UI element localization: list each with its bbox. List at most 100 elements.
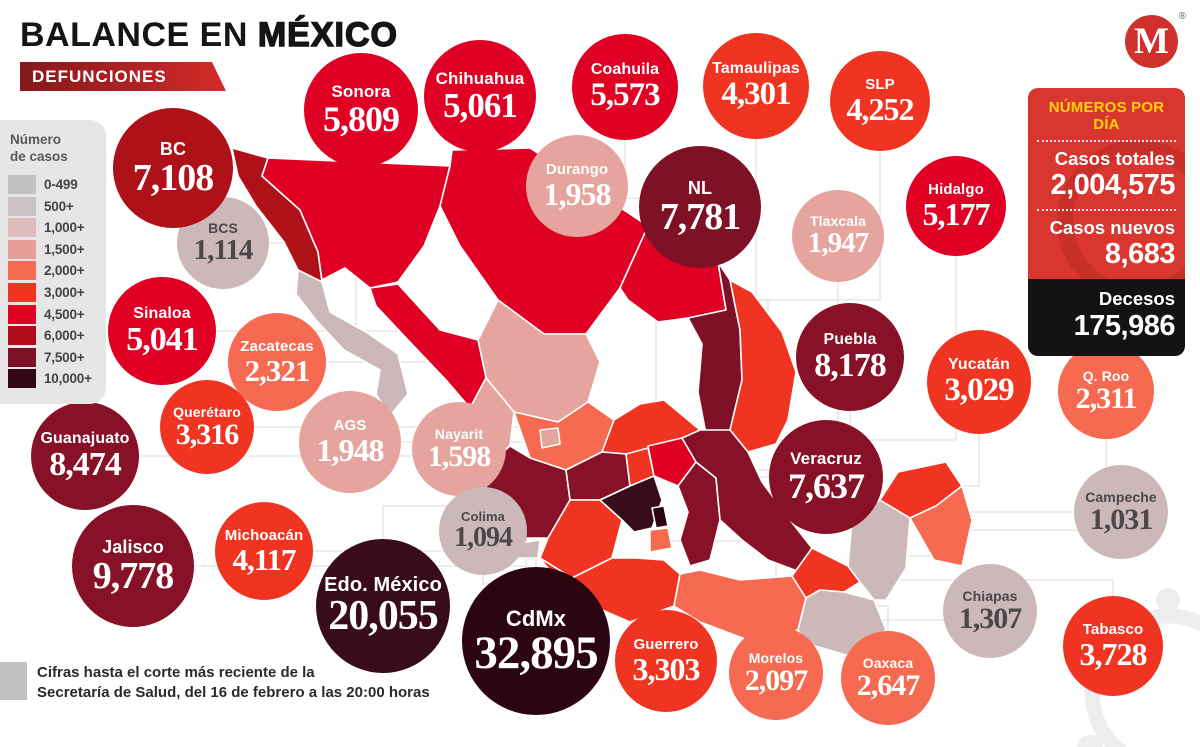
state-name: Tlaxcala (809, 213, 867, 230)
state-name: AGS (333, 417, 367, 435)
state-deaths-value: 5,061 (443, 85, 518, 125)
state-name: Michoacán (224, 526, 304, 544)
legend-swatch (8, 283, 36, 303)
state-deaths-value: 1,094 (454, 522, 513, 554)
daily-row-label: Casos nuevos (1049, 217, 1175, 239)
legend-item: 10,000+ (8, 368, 106, 390)
state-name: Sonora (331, 82, 391, 102)
legend-swatch (8, 175, 36, 195)
state-name: SLP (865, 76, 895, 94)
state-bubble-nl: NL 7,781 (639, 146, 761, 268)
state-bubble-cam: Campeche 1,031 (1074, 465, 1168, 559)
state-name: BCS (208, 220, 238, 237)
state-shape-pue (677, 461, 721, 567)
state-deaths-value: 20,055 (328, 593, 438, 640)
legend-label: 1,500+ (44, 241, 85, 257)
state-bubble-tab: Tabasco 3,728 (1063, 596, 1163, 696)
daily-numbers-panel: NÚMEROS POR DÍA Casos totales 2,004,575 Ca… (1028, 88, 1185, 357)
legend-swatch (8, 218, 36, 238)
state-deaths-value: 8,474 (49, 445, 121, 483)
legend-label: 6,000+ (44, 328, 85, 344)
state-name: Durango (545, 161, 609, 179)
state-bubble-jal: Jalisco 9,778 (72, 505, 194, 627)
state-deaths-value: 1,031 (1089, 502, 1153, 536)
daily-row-value: 8,683 (1104, 238, 1176, 271)
state-shape-mex (599, 475, 663, 533)
legend-label: 500+ (44, 198, 74, 214)
state-deaths-value: 2,097 (744, 663, 808, 697)
state-bubble-slp: SLP 4,252 (830, 51, 930, 151)
daily-panel-rows: Casos totales 2,004,575 Casos nuevos 8,683 (1037, 140, 1176, 271)
state-bubble-col: Colima 1,094 (439, 487, 527, 575)
legend-label: 10,000+ (44, 371, 92, 387)
legend-item: 500+ (8, 195, 106, 217)
state-name: Querétaro (173, 403, 241, 420)
state-name: BC (159, 139, 187, 159)
state-deaths-value: 1,114 (193, 234, 254, 267)
state-bubble-sin: Sinaloa 5,041 (108, 277, 216, 385)
daily-panel-title: NÚMEROS POR DÍA (1048, 99, 1165, 133)
state-bubble-tlx: Tlaxcala 1,947 (792, 190, 884, 282)
state-bubble-bc: BC 7,108 (113, 108, 233, 228)
state-deaths-value: 2,647 (856, 668, 920, 702)
state-name: Morelos (748, 649, 804, 666)
legend-swatch (8, 369, 36, 389)
daily-row-label: Casos totales (1054, 148, 1175, 169)
state-deaths-value: 1,307 (958, 601, 1022, 635)
state-deaths-value: 1,947 (807, 227, 869, 260)
state-name: Guerrero (633, 636, 699, 654)
state-bubble-gto: Guanajuato 8,474 (31, 402, 139, 510)
footnote-line1: Cifras hasta el corte más reciente de la (37, 664, 315, 681)
state-name: Veracruz (790, 449, 862, 469)
daily-panel-red-section: NÚMEROS POR DÍA Casos totales 2,004,575 Ca… (1028, 88, 1185, 280)
legend-title: Número de casos (10, 132, 68, 164)
state-name: Tabasco (1082, 621, 1144, 639)
state-name: Hidalgo (928, 181, 984, 199)
leader-line (839, 579, 1114, 596)
state-deaths-value: 9,778 (92, 554, 174, 597)
legend-label: 1,000+ (44, 220, 85, 236)
state-bubble-pue: Puebla 8,178 (796, 303, 904, 411)
state-name: Colima (461, 509, 505, 525)
section-badge: DEFUNCIONES (20, 62, 226, 91)
legend-item: 7,500+ (8, 347, 106, 369)
state-bubble-tam: Tamaulipas 4,301 (703, 33, 809, 139)
state-deaths-value: 5,809 (323, 99, 400, 140)
state-name: Coahuila (590, 61, 660, 79)
state-bubble-gro: Guerrero 3,303 (615, 610, 717, 712)
state-bubble-hgo: Hidalgo 5,177 (906, 156, 1006, 256)
registered-mark: ® (1178, 11, 1186, 22)
state-name: Nayarit (434, 425, 484, 442)
legend-swatch (8, 304, 36, 324)
state-deaths-value: 8,178 (814, 346, 886, 384)
legend-item: 2,000+ (8, 260, 106, 282)
source-note: Cifras hasta el corte más reciente de la… (0, 662, 430, 703)
state-shape-mor (649, 527, 673, 553)
legend-rows: 0-499 500+ 1,000+ 1,500+ 2,000+ 3,000+ 4,500+ 6… (8, 174, 106, 390)
state-deaths-value: 5,573 (590, 77, 660, 114)
state-bubble-chi: Chihuahua 5,061 (424, 40, 536, 152)
legend-label: 0-499 (44, 177, 78, 193)
state-deaths-value: 4,301 (721, 76, 791, 113)
state-bubble-dgo: Durango 1,958 (526, 135, 628, 237)
legend-item: 1,500+ (8, 239, 106, 261)
daily-row-value: 2,004,575 (1050, 169, 1175, 202)
state-bubble-qro: Querétaro 3,316 (160, 380, 254, 474)
deaths-label: Decesos (1098, 288, 1175, 310)
state-shape-cdmx (651, 505, 669, 529)
state-shape-qroo (909, 485, 973, 567)
daily-panel-black-section: Decesos 175,986 (1028, 279, 1185, 357)
state-deaths-value: 7,781 (659, 195, 741, 238)
state-deaths-value: 4,252 (846, 91, 915, 128)
state-bubble-qroo: Q. Roo 2,311 (1058, 343, 1154, 439)
state-deaths-value: 7,108 (132, 156, 214, 199)
state-bubble-son: Sonora 5,809 (304, 53, 418, 167)
legend-swatch (8, 326, 36, 346)
state-bubble-coa: Coahuila 5,573 (572, 34, 678, 140)
state-bubble-mor: Morelos 2,097 (729, 626, 823, 720)
state-deaths-value: 1,948 (316, 432, 385, 469)
state-shape-tam (729, 279, 797, 453)
state-name: Tamaulipas (712, 60, 800, 78)
state-shape-ags (539, 427, 561, 449)
